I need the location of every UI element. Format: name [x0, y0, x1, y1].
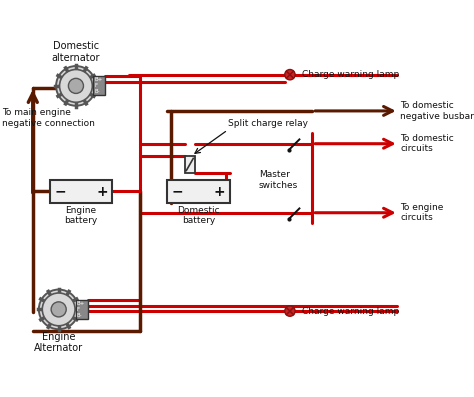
Text: To domestic
negative busbar: To domestic negative busbar	[401, 101, 474, 121]
Text: Domestic
battery: Domestic battery	[177, 206, 220, 225]
Text: F: F	[77, 307, 80, 312]
Circle shape	[285, 69, 295, 80]
Bar	[50, 180, 112, 203]
Circle shape	[39, 289, 79, 329]
Text: Engine
Alternator: Engine Alternator	[34, 332, 83, 353]
Text: −: −	[55, 185, 66, 198]
Text: To main engine
negative connection: To main engine negative connection	[2, 108, 95, 127]
Bar	[76, 300, 88, 319]
Text: −: −	[172, 185, 183, 198]
Text: B+: B+	[94, 77, 102, 82]
Text: F: F	[94, 83, 97, 89]
Text: Charge warning lamp: Charge warning lamp	[302, 70, 399, 79]
Circle shape	[56, 66, 96, 106]
Bar	[93, 76, 105, 95]
Text: Engine
battery: Engine battery	[64, 206, 98, 225]
Text: Master
switches: Master switches	[259, 170, 298, 190]
Bar	[167, 180, 229, 203]
Text: B+: B+	[77, 301, 85, 306]
Text: B-: B-	[94, 89, 100, 94]
Text: +: +	[96, 185, 108, 198]
Circle shape	[68, 78, 83, 93]
Text: Charge warning lamp: Charge warning lamp	[302, 306, 399, 316]
Circle shape	[42, 293, 75, 326]
Text: To engine
circuits: To engine circuits	[401, 203, 444, 222]
Text: +: +	[214, 185, 225, 198]
Text: Domestic
alternator: Domestic alternator	[52, 41, 100, 63]
Text: To domestic
circuits: To domestic circuits	[401, 134, 454, 153]
Text: Split charge relay: Split charge relay	[228, 119, 308, 128]
Circle shape	[60, 69, 92, 102]
Bar	[185, 156, 195, 173]
Circle shape	[51, 302, 66, 317]
Text: B-: B-	[77, 313, 82, 318]
Circle shape	[285, 306, 295, 316]
